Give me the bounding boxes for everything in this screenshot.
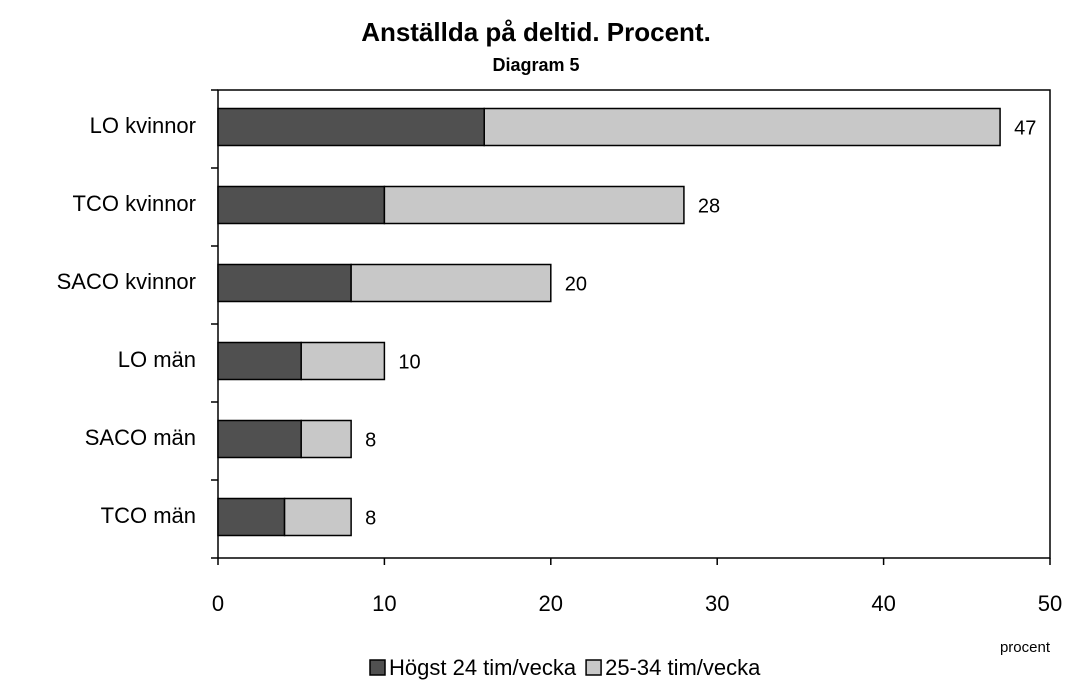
x-tick-label: 30 bbox=[705, 591, 729, 616]
x-axis-label: procent bbox=[1000, 639, 1051, 656]
bar-segment bbox=[300, 419, 352, 459]
bar-segment bbox=[217, 107, 485, 147]
bar-segment bbox=[217, 497, 286, 537]
plot-frame bbox=[217, 89, 1051, 559]
total-label: 28 bbox=[698, 195, 720, 217]
y-tick-label: LO kvinnor bbox=[90, 113, 196, 138]
x-tick-label: 20 bbox=[539, 591, 563, 616]
legend-label: 25-34 tim/vecka bbox=[605, 655, 761, 680]
bar-segment bbox=[217, 185, 386, 225]
legend-label: Högst 24 tim/vecka bbox=[389, 655, 577, 680]
bar-segment bbox=[217, 419, 302, 459]
y-tick-label: TCO kvinnor bbox=[73, 191, 196, 216]
chart-subtitle: Diagram 5 bbox=[492, 55, 579, 75]
bar-segment bbox=[383, 185, 685, 225]
total-label: 20 bbox=[565, 273, 587, 295]
x-tick-label: 50 bbox=[1038, 591, 1062, 616]
bar-segment bbox=[483, 107, 1001, 147]
y-tick-label: SACO män bbox=[85, 425, 196, 450]
legend-swatch bbox=[585, 659, 602, 676]
total-label: 10 bbox=[398, 351, 420, 373]
bar-segment bbox=[350, 263, 552, 303]
x-tick-label: 40 bbox=[871, 591, 895, 616]
total-label: 47 bbox=[1014, 117, 1036, 139]
chart-title: Anställda på deltid. Procent. bbox=[361, 17, 711, 47]
bar-segment bbox=[217, 263, 352, 303]
y-tick-label: SACO kvinnor bbox=[57, 269, 196, 294]
x-tick-label: 0 bbox=[212, 591, 224, 616]
legend-swatch bbox=[369, 659, 386, 676]
y-tick-label: TCO män bbox=[101, 503, 196, 528]
total-label: 8 bbox=[365, 429, 376, 451]
y-tick-label: LO män bbox=[118, 347, 196, 372]
total-label: 8 bbox=[365, 507, 376, 529]
bar-segment bbox=[300, 341, 386, 381]
bar-segment bbox=[217, 341, 302, 381]
bar-segment bbox=[283, 497, 352, 537]
x-tick-label: 10 bbox=[372, 591, 396, 616]
